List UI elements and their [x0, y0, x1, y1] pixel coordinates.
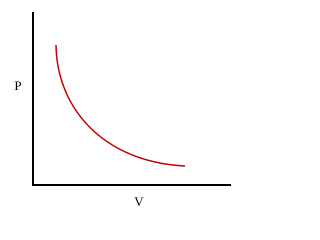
diagram: P V [14, 12, 231, 209]
x-axis-label: V [134, 194, 144, 209]
curve [55, 44, 186, 167]
y-axis-label: P [14, 78, 21, 93]
page: {"axes": {"y_label": "P", "x_label": "V"… [14, 12, 231, 209]
